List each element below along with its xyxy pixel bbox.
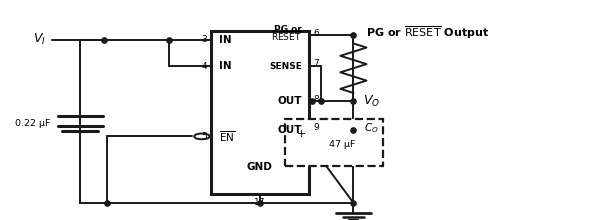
Text: IN: IN xyxy=(219,61,231,71)
Text: 47 μF: 47 μF xyxy=(329,140,356,149)
Text: 7: 7 xyxy=(313,59,319,68)
Text: 4: 4 xyxy=(201,62,207,70)
Text: OUT: OUT xyxy=(277,96,302,106)
Text: OUT: OUT xyxy=(277,125,302,135)
Text: 3: 3 xyxy=(201,35,207,44)
Text: $\overline{\rm RESET}$: $\overline{\rm RESET}$ xyxy=(271,29,302,43)
Bar xyxy=(211,31,309,194)
Text: $V_I$: $V_I$ xyxy=(33,32,46,47)
Text: IN: IN xyxy=(219,35,231,45)
Text: 0.22 μF: 0.22 μF xyxy=(15,119,50,128)
Text: +: + xyxy=(296,129,306,139)
Bar xyxy=(285,119,383,166)
Text: $C_O$: $C_O$ xyxy=(364,121,378,135)
Text: 9: 9 xyxy=(313,123,319,132)
Text: PG or: PG or xyxy=(274,25,302,34)
Text: $\overline{\rm EN}$: $\overline{\rm EN}$ xyxy=(219,129,235,144)
Text: 6: 6 xyxy=(313,29,319,37)
Text: $V_O$: $V_O$ xyxy=(363,94,380,109)
Text: GND: GND xyxy=(247,162,273,172)
Text: SENSE: SENSE xyxy=(269,62,302,70)
Text: 8: 8 xyxy=(313,95,319,103)
Text: PG or $\overline{\rm RESET}$ Output: PG or $\overline{\rm RESET}$ Output xyxy=(366,25,490,41)
Text: 5: 5 xyxy=(201,132,207,141)
Text: 17: 17 xyxy=(254,198,266,207)
